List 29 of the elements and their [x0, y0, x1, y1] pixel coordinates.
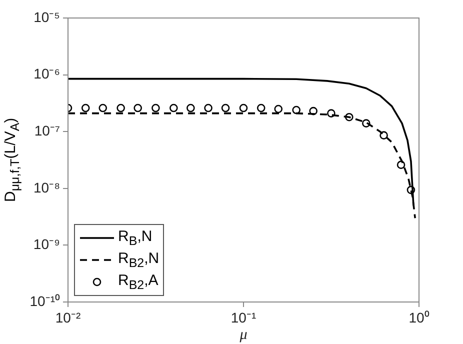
point — [81, 104, 90, 112]
point — [116, 104, 125, 112]
y-tick-label: 10⁻⁵ — [34, 8, 60, 25]
point — [186, 104, 195, 112]
y-tick-label: 10⁻⁹ — [33, 236, 60, 252]
legend-label: R$_{B}$,N — [118, 228, 152, 248]
point — [380, 131, 388, 140]
x-tick-label: 10⁻² — [55, 309, 81, 326]
x-tick-label: 10⁻¹ — [230, 309, 256, 326]
y-tick-label: 10⁻⁶ — [34, 66, 60, 82]
y-tick-label: 10⁻⁸ — [34, 179, 60, 196]
x-tick-label: 10⁰ — [408, 309, 430, 326]
point — [204, 104, 212, 112]
point — [239, 104, 248, 112]
x-axis-title: μ — [238, 326, 248, 343]
y-tick-label: 10⁻⁷ — [34, 122, 60, 138]
point — [256, 104, 266, 112]
point — [221, 104, 230, 112]
point — [152, 104, 160, 112]
point — [327, 109, 336, 118]
point — [170, 104, 178, 112]
point — [396, 160, 406, 169]
y-tick-label: 10⁻¹⁰ — [30, 292, 60, 309]
point — [134, 104, 142, 112]
point — [98, 104, 108, 112]
point — [292, 106, 300, 114]
legend-label: R$_{B2}$,N — [118, 250, 160, 270]
legend-label: R$_{B2}$,A — [118, 272, 158, 292]
point — [274, 104, 283, 114]
